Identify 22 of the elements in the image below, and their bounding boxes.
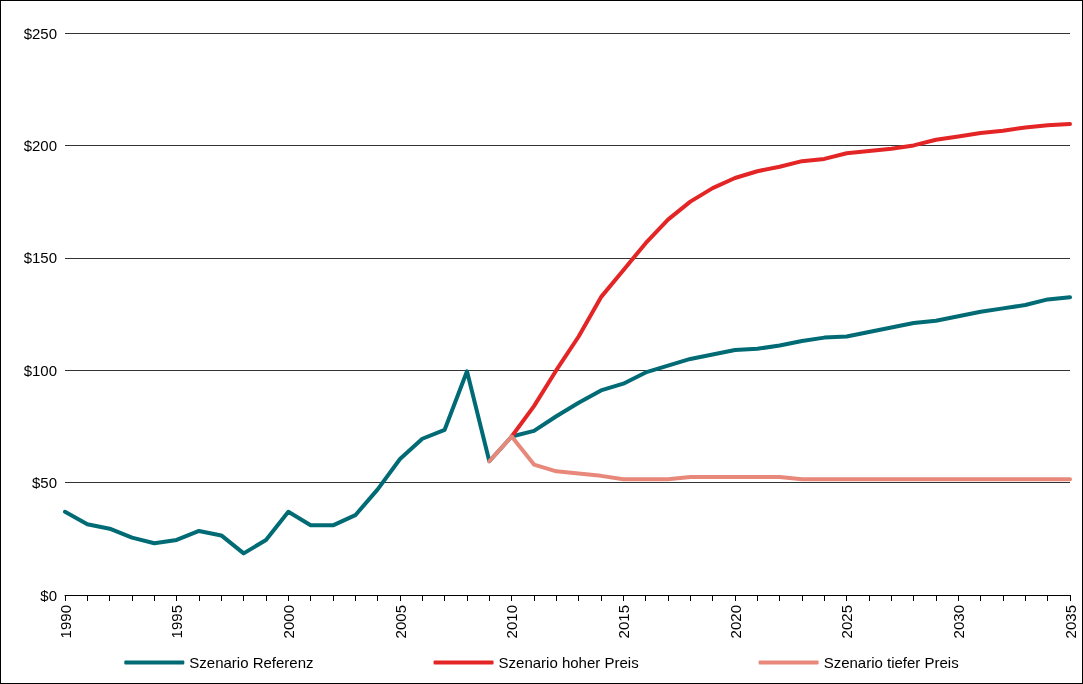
x-tick-label: 1990	[56, 605, 74, 639]
y-tick-label: $100	[23, 361, 57, 379]
y-tick-label: $0	[40, 586, 57, 604]
x-tick-label: 2020	[726, 605, 744, 639]
x-tick-label: 2030	[949, 605, 967, 639]
line-series	[509, 122, 1072, 439]
x-tick-label: 2005	[391, 605, 409, 639]
x-tick-label: 2010	[503, 605, 521, 639]
y-tick-label: $250	[23, 24, 57, 42]
x-tick-label: 1995	[168, 605, 186, 639]
x-tick-label: 2015	[614, 605, 632, 639]
x-tick-label: 2025	[838, 605, 856, 639]
legend-label: Szenario hoher Preis	[498, 654, 639, 671]
legend-label: Szenario tiefer Preis	[823, 654, 959, 671]
y-tick-label: $50	[31, 474, 57, 492]
legend-label: Szenario Referenz	[189, 654, 314, 671]
line-series	[63, 295, 1072, 556]
x-tick-label: 2035	[1061, 605, 1079, 639]
y-tick-label: $150	[23, 249, 57, 267]
y-tick-label: $200	[23, 136, 57, 154]
line-series	[487, 434, 1072, 482]
x-tick-label: 2000	[279, 605, 297, 639]
